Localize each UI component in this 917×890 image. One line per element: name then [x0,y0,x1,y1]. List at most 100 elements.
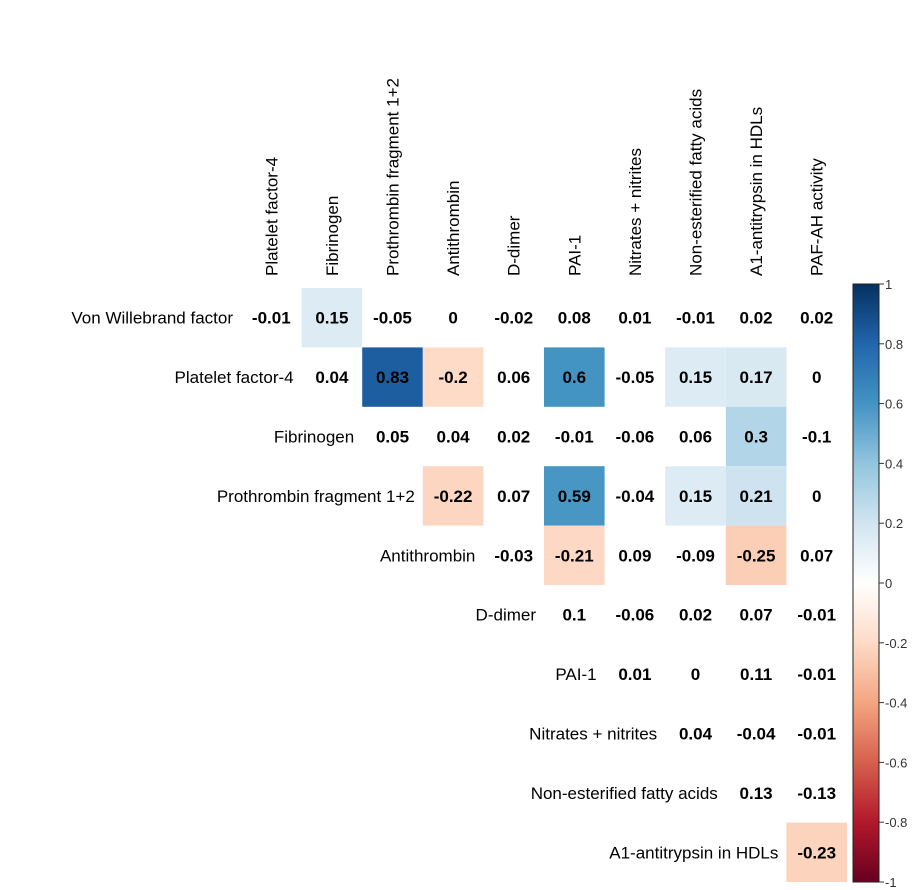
cell-value: -0.25 [737,546,776,565]
cell-value: -0.06 [616,428,655,447]
cell-value: 0 [448,309,457,328]
cell-value: 0.02 [800,309,833,328]
row-label: A1-antitrypsin in HDLs [609,843,778,862]
cell-value: 0.02 [497,428,530,447]
cell-value: 0.83 [376,368,409,387]
column-label: A1-antitrypsin in HDLs [747,107,766,276]
heatmap-cell [725,347,787,407]
colorbar-tick-label: -0.8 [885,815,907,830]
cell-value: 0.02 [740,309,773,328]
cell-value: -0.03 [494,546,533,565]
heatmap-cell [725,466,787,526]
cell-value: -0.09 [676,546,715,565]
cell-value: 0.15 [679,368,712,387]
cell-value: 0.07 [497,487,530,506]
colorbar-tick-label: -1 [885,875,897,890]
colorbar-tick-label: 1 [885,277,892,292]
column-label: Platelet factor-4 [262,157,281,276]
cell-value: 0.02 [679,606,712,625]
heatmap-cell [422,466,484,526]
cell-value: 0.17 [740,368,773,387]
heatmap-cell [544,347,605,407]
cell-value: 0.09 [618,546,651,565]
cell-value: -0.2 [438,368,467,387]
cell-value: -0.01 [555,428,594,447]
row-label: Non-esterified fatty acids [531,784,718,803]
cell-value: 0.06 [679,428,712,447]
heatmap-cell [422,347,484,407]
colorbar-tick-label: 0.6 [885,397,903,412]
row-label: Nitrates + nitrites [529,725,657,744]
row-labels: Von Willebrand factor Platelet factor-4 Fi… [71,309,778,863]
cell-value: -0.04 [737,725,776,744]
cell-value: -0.21 [555,546,594,565]
cell-value: 0.59 [558,487,591,506]
column-label: Antithrombin [444,181,463,276]
colorbar-gradient [852,283,880,883]
cell-value: -0.01 [797,725,836,744]
cell-value: -0.04 [616,487,655,506]
cell-value: 0.13 [740,784,773,803]
cell-value: 0 [812,487,821,506]
cell-value: 0.15 [315,309,348,328]
column-label: PAF-AH activity [808,158,827,276]
row-label: Prothrombin fragment 1+2 [217,487,415,506]
cell-value: -0.01 [676,309,715,328]
cell-value: 0.15 [679,487,712,506]
cell-value: -0.02 [494,309,533,328]
heatmap-cell [665,347,726,407]
cell-value: -0.06 [616,606,655,625]
column-label: D-dimer [505,215,524,276]
cell-value: 0.06 [497,368,530,387]
heatmap-cells: -0.01 0.15 -0.05 0 -0.02 0.08 0.01 -0.01 0.02 0.0… [252,288,847,882]
row-label: Platelet factor-4 [175,368,294,387]
cell-value: 0.04 [315,368,349,387]
colorbar-tick-label: -0.6 [885,755,907,770]
cell-value: 0.6 [562,368,586,387]
cell-value: 0.3 [744,428,768,447]
colorbar-tick-label: 0 [885,576,892,591]
cell-value: 0.01 [618,665,651,684]
row-label: Antithrombin [380,546,475,565]
cell-value: 0 [691,665,700,684]
column-label: PAI-1 [565,235,584,276]
heatmap-cell [544,525,605,585]
cell-value: 0.05 [376,428,409,447]
column-label: Non-esterified fatty acids [687,89,706,276]
column-label: Prothrombin fragment 1+2 [384,78,403,276]
cell-value: 0.21 [740,487,773,506]
heatmap-cell [362,347,423,407]
cell-value: 0.1 [562,606,586,625]
row-label: PAI-1 [555,665,596,684]
cell-value: 0.07 [800,546,833,565]
colorbar-tick-label: 0.2 [885,516,903,531]
cell-value: -0.05 [616,368,655,387]
colorbar-tick-label: -0.4 [885,696,907,711]
cell-value: 0.01 [618,309,651,328]
cell-value: -0.01 [797,665,836,684]
cell-value: -0.23 [797,843,836,862]
column-label: Fibrinogen [323,196,342,276]
row-label: Von Willebrand factor [71,309,233,328]
row-label: Fibrinogen [274,428,354,447]
cell-value: 0.04 [437,428,471,447]
colorbar-tick-label: 0.4 [885,456,903,471]
colorbar-tick-label: -0.2 [885,636,907,651]
column-label: Nitrates + nitrites [626,148,645,276]
cell-value: -0.01 [797,606,836,625]
cell-value: -0.22 [434,487,473,506]
heatmap-cell [665,466,726,526]
cell-value: -0.05 [373,309,412,328]
cell-value: 0.07 [740,606,773,625]
column-labels: Platelet factor-4 Fibrinogen Prothrombin f… [262,78,826,276]
cell-value: 0 [812,368,821,387]
cell-value: 0.11 [740,665,772,684]
cell-value: 0.08 [558,309,591,328]
cell-value: -0.01 [252,309,291,328]
heatmap-cell [301,288,363,348]
cell-value: -0.13 [797,784,836,803]
colorbar-tick-label: 0.8 [885,337,903,352]
heatmap-cell [725,406,787,467]
heatmap-cell [786,822,847,882]
